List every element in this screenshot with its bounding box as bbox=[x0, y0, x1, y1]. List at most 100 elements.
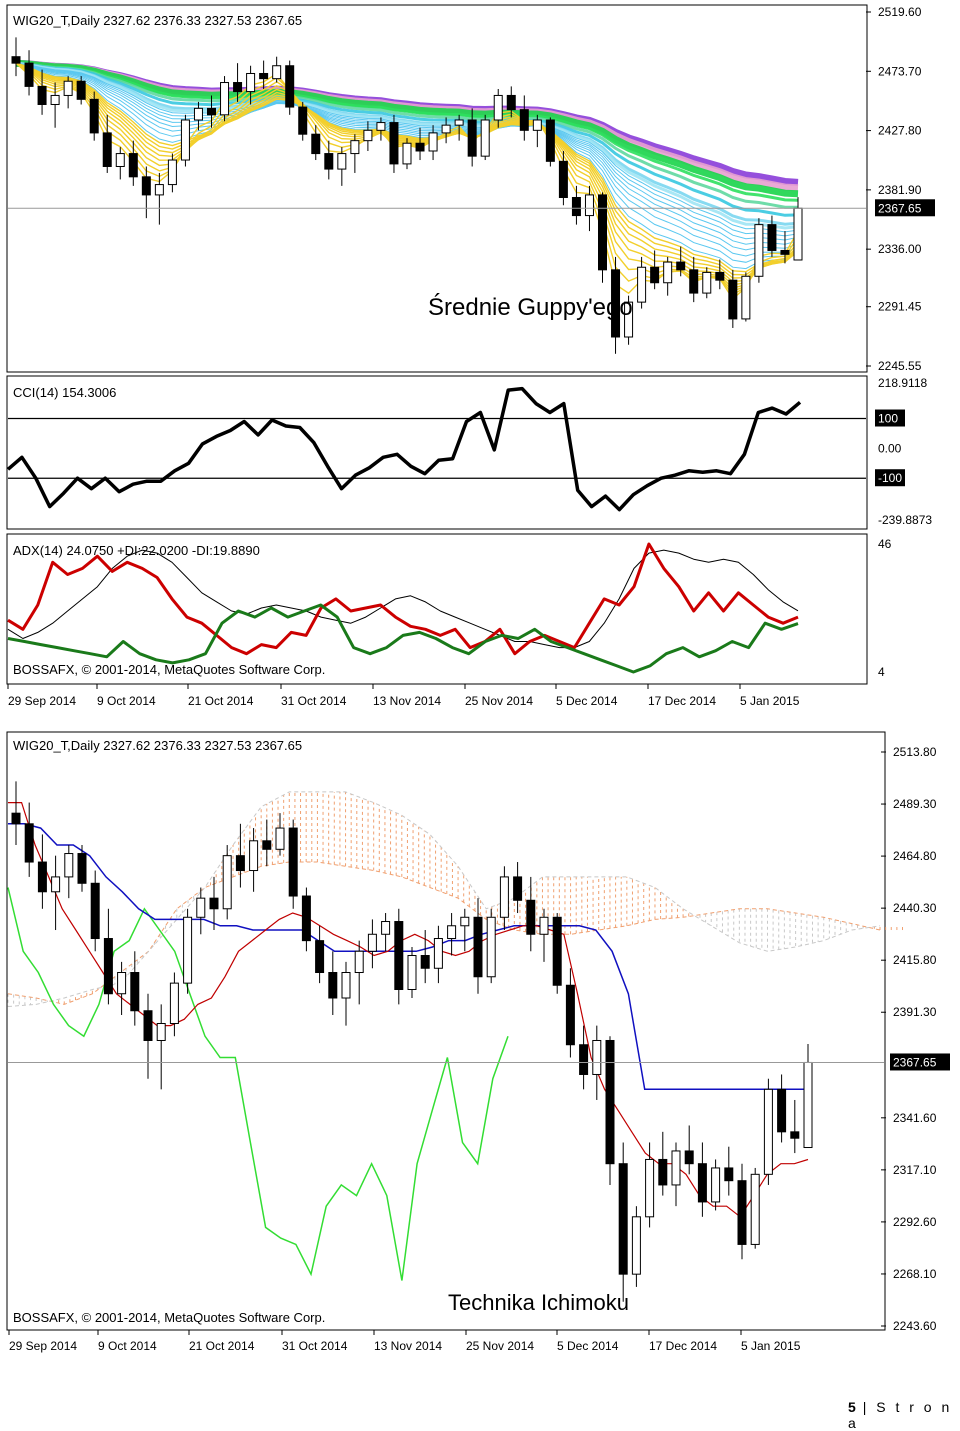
guppy-candle-body bbox=[154, 184, 164, 196]
guppy-candle-body bbox=[754, 224, 764, 277]
guppy-candle-body bbox=[376, 122, 386, 131]
ichimoku-y-tick-label: 2317.10 bbox=[893, 1163, 937, 1177]
guppy-candle-body bbox=[663, 261, 673, 284]
guppy-long-ema-28 bbox=[15, 61, 799, 230]
ichimoku-candle-body bbox=[513, 876, 523, 901]
guppy-candle-body bbox=[598, 194, 607, 271]
guppy-candle-body bbox=[428, 132, 438, 152]
ichimoku-candle-body bbox=[275, 827, 285, 850]
guppy-candle-body bbox=[545, 119, 555, 162]
ichimoku-candle-body bbox=[24, 823, 34, 863]
guppy-x-tick-label: 9 Oct 2014 bbox=[97, 694, 156, 708]
ichimoku-candle-body bbox=[77, 853, 87, 884]
ichimoku-candle-body bbox=[433, 938, 443, 969]
ichimoku-candle-body bbox=[645, 1158, 655, 1218]
ichimoku-x-tick-label: 13 Nov 2014 bbox=[374, 1339, 442, 1353]
guppy-x-tick-label: 5 Jan 2015 bbox=[740, 694, 800, 708]
ichimoku-candle-body bbox=[711, 1167, 721, 1203]
guppy-candle-body bbox=[793, 207, 803, 261]
ichimoku-x-tick-label: 9 Oct 2014 bbox=[98, 1339, 157, 1353]
guppy-candle-body bbox=[167, 159, 177, 186]
guppy-long-ema-35 bbox=[15, 61, 799, 217]
cci-level-box bbox=[875, 409, 905, 427]
ichimoku-watermark: BOSSAFX, © 2001-2014, MetaQuotes Softwar… bbox=[13, 1310, 325, 1325]
guppy-candle-body bbox=[259, 72, 269, 80]
ichimoku-x-tick-label: 17 Dec 2014 bbox=[649, 1339, 717, 1353]
ichimoku-candle-body bbox=[460, 916, 470, 927]
ichimoku-candle-body bbox=[209, 897, 219, 910]
cci-header: CCI(14) 154.3006 bbox=[13, 385, 116, 400]
guppy-y-tick-label: 2473.70 bbox=[878, 64, 922, 78]
guppy-candle-body bbox=[63, 80, 73, 96]
ichimoku-chikou bbox=[7, 887, 509, 1281]
ichimoku-candle-body bbox=[64, 853, 74, 878]
ichimoku-x-tick-label: 5 Jan 2015 bbox=[741, 1339, 801, 1353]
guppy-x-tick-label: 21 Oct 2014 bbox=[188, 694, 254, 708]
ichimoku-candle-body bbox=[367, 933, 377, 952]
cci-tick-label: 0.00 bbox=[878, 441, 902, 455]
cci-level-box bbox=[875, 469, 905, 487]
guppy-candle-body bbox=[115, 153, 125, 167]
ichimoku-candle-body bbox=[499, 876, 509, 918]
guppy-candle-body bbox=[50, 94, 60, 105]
cci-panel bbox=[6, 375, 868, 530]
ichimoku-y-tick-label: 2489.30 bbox=[893, 797, 937, 811]
guppy-y-tick-label: 2291.45 bbox=[878, 300, 922, 314]
axes-layer: 2519.60 2473.70 2427.80 2381.90 2336.00 2291.… bbox=[7, 5, 950, 1353]
guppy-y-tick-label: 2427.80 bbox=[878, 124, 922, 138]
ichimoku-y-tick-label: 2391.30 bbox=[893, 1005, 937, 1019]
guppy-candle-body bbox=[624, 301, 634, 338]
guppy-candle-body bbox=[454, 119, 464, 126]
guppy-header: WIG20_T,Daily 2327.62 2376.33 2327.53 23… bbox=[13, 13, 302, 28]
guppy-candle-body bbox=[467, 119, 477, 157]
ichimoku-candle-body bbox=[394, 921, 404, 991]
ichimoku-candle-body bbox=[328, 972, 338, 999]
cci-tick-label: 218.9118 bbox=[878, 376, 927, 390]
guppy-x-tick-label: 13 Nov 2014 bbox=[373, 694, 441, 708]
guppy-candle-body bbox=[324, 153, 334, 170]
guppy-mid-ema-26 bbox=[15, 62, 799, 233]
guppy-candle-body bbox=[311, 133, 321, 155]
ichimoku-candle-body bbox=[671, 1150, 681, 1186]
guppy-y-last-price-box bbox=[875, 199, 935, 217]
ichimoku-candle-body bbox=[301, 895, 311, 942]
adx-header: ADX(14) 24.0750 +DI:22.0200 -DI:19.8890 bbox=[13, 543, 260, 558]
guppy-candle-body bbox=[37, 85, 47, 105]
ichimoku-candle-body bbox=[249, 840, 259, 872]
guppy-long-ema-45 bbox=[15, 61, 799, 202]
ichimoku-candle-body bbox=[169, 982, 179, 1024]
ichimoku-candle-body bbox=[143, 1010, 153, 1041]
guppy-candle-body bbox=[298, 106, 308, 135]
ichimoku-candle-body bbox=[11, 812, 21, 825]
adx-series-adx bbox=[7, 549, 799, 649]
guppy-candle-body bbox=[11, 56, 21, 64]
guppy-candle-body bbox=[571, 196, 581, 217]
cci-level-label: 100 bbox=[878, 412, 898, 426]
ichimoku-candle-body bbox=[183, 916, 193, 984]
ichimoku-y-last-price-box bbox=[890, 1053, 950, 1071]
ichimoku-candle-body bbox=[37, 861, 47, 893]
ichimoku-candle-body bbox=[130, 972, 140, 1012]
guppy-candle-body bbox=[767, 224, 777, 251]
ichimoku-candle-body bbox=[724, 1167, 734, 1182]
guppy-y-tick-label: 2519.60 bbox=[878, 5, 922, 19]
adx-tick-label: 46 bbox=[878, 537, 892, 551]
guppy-annotation: Średnie Guppy'ego bbox=[428, 293, 633, 321]
ichimoku-candle-body bbox=[51, 876, 61, 893]
ichimoku-candle-body bbox=[526, 899, 536, 935]
guppy-candle-body bbox=[506, 94, 516, 111]
ichimoku-candle-body bbox=[750, 1173, 760, 1245]
guppy-candle-body bbox=[611, 269, 621, 338]
ichimoku-candle-body bbox=[565, 984, 575, 1046]
guppy-candle-body bbox=[272, 65, 282, 80]
ichimoku-candle-body bbox=[354, 950, 364, 974]
ichimoku-candle-body bbox=[447, 925, 457, 940]
ichimoku-candle-body bbox=[315, 940, 325, 974]
ichimoku-candle-body bbox=[196, 897, 206, 918]
cci-level-label: -100 bbox=[878, 471, 902, 485]
ichimoku-y-tick-label: 2243.60 bbox=[893, 1319, 937, 1333]
guppy-candle-body bbox=[441, 124, 451, 134]
ichimoku-header: WIG20_T,Daily 2327.62 2376.33 2327.53 23… bbox=[13, 738, 302, 753]
guppy-candle-body bbox=[350, 140, 360, 155]
ichimoku-candle-body bbox=[592, 1039, 602, 1075]
